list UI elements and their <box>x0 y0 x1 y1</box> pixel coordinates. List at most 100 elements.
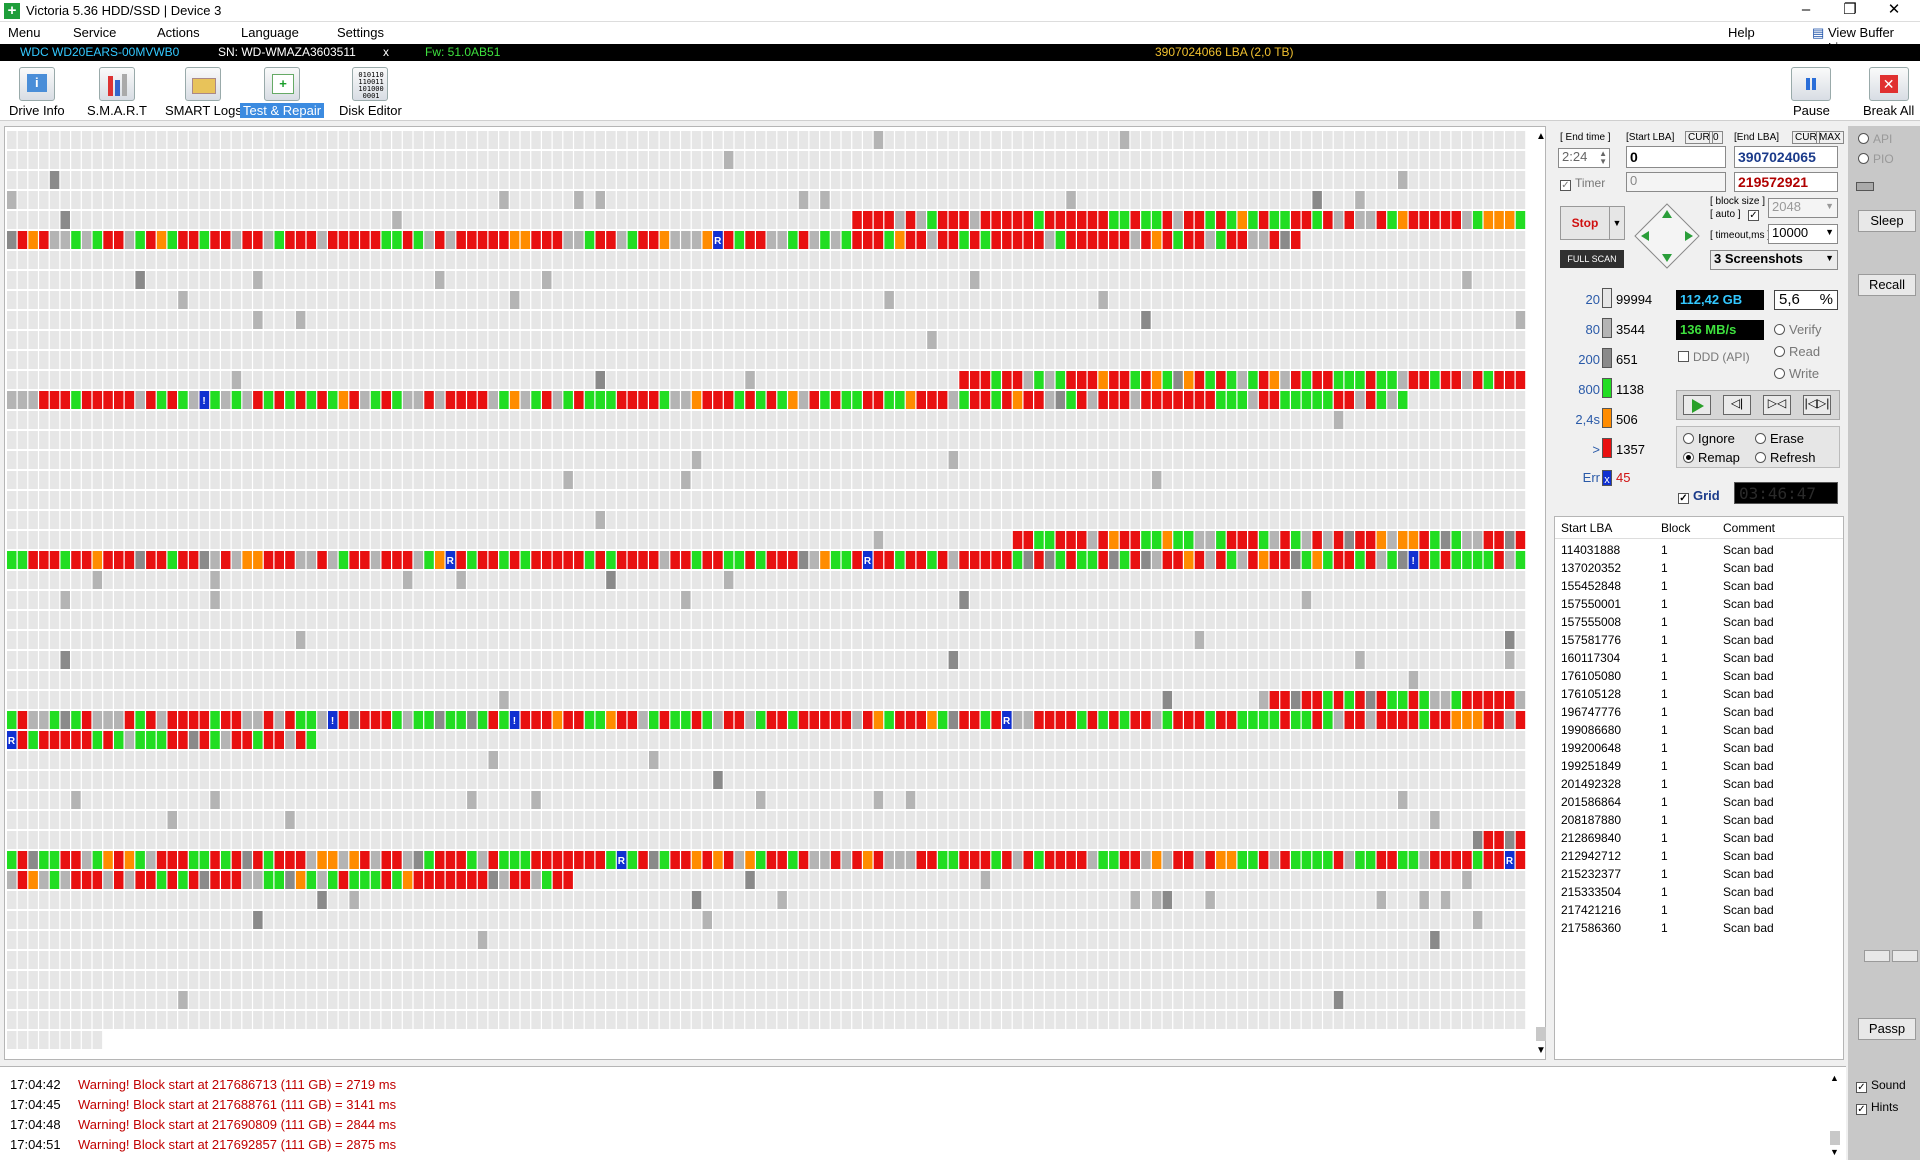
scan-block <box>60 131 70 149</box>
scan-block <box>1237 631 1247 649</box>
close-button[interactable]: ✕ <box>1887 1 1901 18</box>
scan-block <box>574 211 584 229</box>
scan-block <box>584 791 595 809</box>
scan-block <box>1398 191 1408 209</box>
scan-block <box>595 511 605 529</box>
scan-block <box>17 351 28 369</box>
break-all-button[interactable]: ✕ Break All <box>1860 67 1917 121</box>
scan-block <box>28 171 38 189</box>
scan-block <box>135 631 145 649</box>
menu-service[interactable]: Service <box>73 25 117 40</box>
scan-block <box>563 291 573 309</box>
scan-block <box>991 251 1001 269</box>
disk-editor-button[interactable]: 010110 110011 101000 0001 Disk Editor <box>336 67 405 121</box>
scan-block <box>188 351 199 369</box>
scan-block <box>1494 651 1504 669</box>
menu-settings[interactable]: Settings <box>337 25 384 40</box>
scan-block <box>231 471 242 489</box>
scan-block <box>381 651 391 669</box>
scan-block <box>167 331 177 349</box>
scan-block <box>830 311 841 329</box>
scan-block <box>1184 311 1194 329</box>
scan-block <box>670 771 680 789</box>
scan-block <box>681 271 691 289</box>
scan-block <box>841 331 852 349</box>
scan-block <box>263 591 274 609</box>
scan-block <box>1248 811 1258 829</box>
scan-block <box>616 311 627 329</box>
scan-block <box>413 631 424 649</box>
scan-block <box>1012 151 1023 169</box>
scan-block <box>1483 571 1494 589</box>
scan-block <box>456 791 466 809</box>
scan-block <box>295 411 306 429</box>
scan-block <box>895 431 905 449</box>
scan-block <box>488 711 498 729</box>
scan-block <box>531 711 541 729</box>
scan-block <box>274 791 284 809</box>
scan-block <box>467 311 477 329</box>
scan-block <box>713 791 723 809</box>
scan-block <box>199 231 210 249</box>
smart-button[interactable]: S.M.A.R.T <box>84 67 150 121</box>
scan-block <box>39 771 49 789</box>
scan-block <box>210 611 220 629</box>
scan-block <box>253 691 263 709</box>
scan-block <box>509 251 520 269</box>
menu-help[interactable]: Help <box>1728 25 1755 40</box>
scan-block <box>1119 471 1130 489</box>
scan-block <box>1472 151 1483 169</box>
scan-block <box>852 571 862 589</box>
scan-block <box>295 691 306 709</box>
scan-block <box>1066 691 1076 709</box>
scan-block <box>1237 571 1247 589</box>
scan-block <box>1333 211 1344 229</box>
scan-block <box>477 131 488 149</box>
scan-block <box>1012 511 1023 529</box>
minimize-button[interactable]: – <box>1801 1 1811 18</box>
scan-block <box>1515 731 1526 749</box>
scan-block <box>103 571 113 589</box>
scan-block <box>1184 271 1194 289</box>
scan-block <box>210 771 220 789</box>
menu-language[interactable]: Language <box>241 25 299 40</box>
scan-block <box>959 631 969 649</box>
scan-block <box>798 711 809 729</box>
scan-block <box>1109 751 1119 769</box>
scan-block <box>948 811 959 829</box>
menu-menu[interactable]: Menu <box>8 25 41 40</box>
pause-button[interactable]: Pause <box>1790 67 1833 121</box>
scan-block <box>691 611 702 629</box>
scan-block <box>317 611 327 629</box>
menu-actions[interactable]: Actions <box>157 25 200 40</box>
maximize-button[interactable]: ❐ <box>1843 1 1857 18</box>
smart-logs-button[interactable]: SMART Logs <box>162 67 245 121</box>
scan-block <box>360 311 370 329</box>
scan-block <box>178 751 188 769</box>
scan-block <box>895 511 905 529</box>
test-repair-button[interactable]: + Test & Repair <box>240 67 325 121</box>
scan-block <box>584 531 595 549</box>
scan-block <box>445 491 456 509</box>
scan-block <box>114 131 124 149</box>
scan-block <box>1462 471 1472 489</box>
scan-block <box>360 431 370 449</box>
scan-block <box>1398 811 1408 829</box>
scan-block <box>1098 531 1108 549</box>
scan-block <box>659 631 670 649</box>
drive-info-button[interactable]: i Drive Info <box>6 67 68 121</box>
scan-block <box>595 431 605 449</box>
scan-block <box>520 231 531 249</box>
close-drive-button[interactable]: x <box>383 45 389 59</box>
scan-block <box>242 631 252 649</box>
scan-block <box>92 571 103 589</box>
scan-block <box>360 571 370 589</box>
scan-block <box>1430 411 1440 429</box>
scan-block <box>563 751 573 769</box>
scan-block <box>103 611 113 629</box>
scan-block <box>606 371 616 389</box>
scan-block <box>702 311 712 329</box>
scan-block <box>221 431 231 449</box>
scan-block <box>520 391 531 409</box>
scan-block <box>1055 491 1066 509</box>
